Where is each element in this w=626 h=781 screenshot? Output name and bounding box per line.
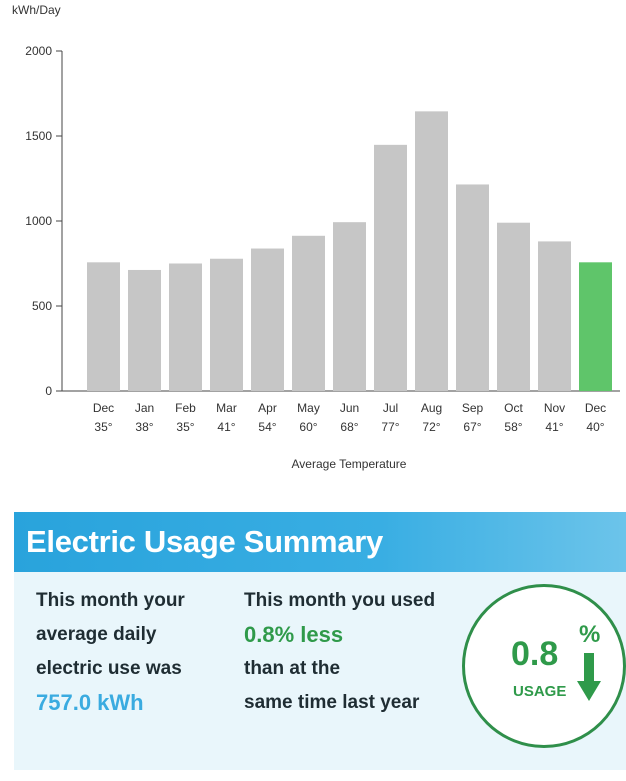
y-axis-label: kWh/Day <box>12 3 61 17</box>
x-tick-label-temperature: 54° <box>258 420 276 434</box>
bar <box>538 241 571 391</box>
bar <box>374 144 407 391</box>
x-tick-label-temperature: 41° <box>545 420 563 434</box>
usage-summary-panel: Electric Usage Summary This month your a… <box>14 512 626 770</box>
bar <box>210 258 243 391</box>
bar-chart-svg: kWh/Day 0 500 1000 1500 2000 Dec 35° Jan 38° Feb 35… <box>12 3 620 471</box>
x-tick-label-month: Mar <box>216 401 237 415</box>
x-tick-label-month: Jan <box>135 401 154 415</box>
bar <box>497 222 530 391</box>
x-tick-label-temperature: 72° <box>422 420 440 434</box>
x-tick-label-month: Aug <box>421 401 442 415</box>
usage-percent-sign: % <box>579 621 601 648</box>
bar <box>579 262 612 391</box>
bar <box>456 184 489 391</box>
daily-use-line: This month your <box>36 590 185 611</box>
usage-badge: 0.8 % USAGE <box>462 584 626 748</box>
y-tick-label: 0 <box>45 384 52 398</box>
x-tick-label-month: Jun <box>340 401 359 415</box>
bar <box>333 222 366 391</box>
x-tick-label-temperature: 35° <box>94 420 112 434</box>
bar <box>87 262 120 391</box>
summary-title: Electric Usage Summary <box>26 524 383 559</box>
bar <box>292 235 325 391</box>
x-tick-label-temperature: 38° <box>135 420 153 434</box>
down-arrow-icon <box>577 653 601 701</box>
daily-use-line: electric use was <box>36 658 182 679</box>
bar <box>128 269 161 391</box>
x-tick-label-temperature: 41° <box>217 420 235 434</box>
x-tick-label-temperature: 60° <box>299 420 317 434</box>
daily-use-line: average daily <box>36 624 157 645</box>
x-tick-label-temperature: 68° <box>340 420 358 434</box>
x-tick-label-month: Feb <box>175 401 196 415</box>
x-tick-label-month: May <box>297 401 320 415</box>
daily-use-column: This month your average daily electric u… <box>36 584 226 720</box>
x-tick-label-month: Oct <box>504 401 523 415</box>
x-tick-label-temperature: 58° <box>504 420 522 434</box>
x-tick-label-month: Apr <box>258 401 277 415</box>
comparison-value: 0.8% less <box>244 622 344 647</box>
x-tick-label-month: Nov <box>544 401 565 415</box>
x-tick-label-month: Dec <box>93 401 114 415</box>
daily-use-value: 757.0 kWh <box>36 690 144 715</box>
usage-chart: kWh/Day 0 500 1000 1500 2000 Dec 35° Jan 38° Feb 35… <box>12 3 620 471</box>
y-tick-label: 1000 <box>25 214 52 228</box>
comparison-line: same time last year <box>244 692 420 713</box>
usage-value: 0.8 <box>511 635 559 673</box>
x-tick-label-temperature: 35° <box>176 420 194 434</box>
y-tick-label: 500 <box>32 299 52 313</box>
x-tick-label-temperature: 67° <box>463 420 481 434</box>
comparison-line: This month you used <box>244 590 436 611</box>
summary-header: Electric Usage Summary <box>14 512 626 572</box>
x-tick-label-temperature: 77° <box>381 420 399 434</box>
y-tick-label: 1500 <box>25 129 52 143</box>
comparison-line: than at the <box>244 658 341 679</box>
bar <box>169 263 202 391</box>
usage-label: USAGE <box>513 683 567 700</box>
bar <box>251 248 284 391</box>
x-tick-label-month: Sep <box>462 401 484 415</box>
x-tick-label-temperature: 40° <box>586 420 604 434</box>
x-axis-title: Average Temperature <box>292 457 407 471</box>
comparison-column: This month you used 0.8% less than at th… <box>244 584 454 720</box>
x-tick-label-month: Dec <box>585 401 606 415</box>
x-tick-label-month: Jul <box>383 401 398 415</box>
bar <box>415 111 448 391</box>
y-tick-label: 2000 <box>25 44 52 58</box>
